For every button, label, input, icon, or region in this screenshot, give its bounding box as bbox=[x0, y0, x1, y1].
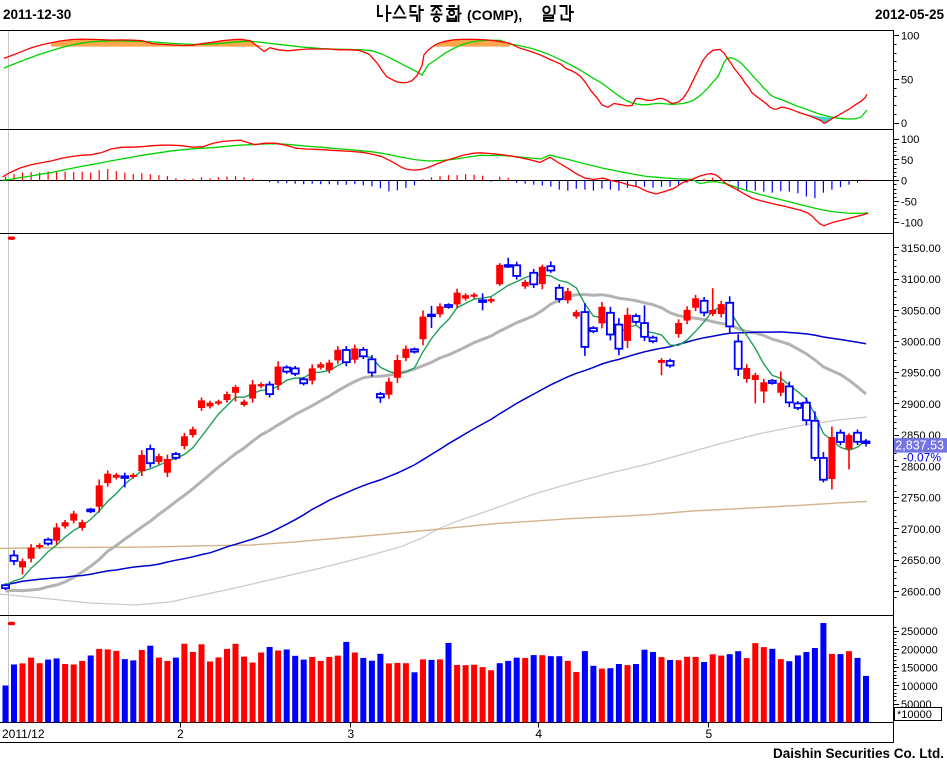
svg-text:3100.00: 3100.00 bbox=[901, 274, 941, 286]
svg-text:2650.00: 2650.00 bbox=[901, 555, 941, 567]
svg-text:100: 100 bbox=[901, 31, 919, 43]
svg-text:3050.00: 3050.00 bbox=[901, 305, 941, 317]
svg-text:2012-05-25: 2012-05-25 bbox=[875, 7, 945, 22]
svg-text:2950.00: 2950.00 bbox=[901, 368, 941, 380]
svg-text:-50: -50 bbox=[901, 197, 917, 209]
svg-text:50: 50 bbox=[901, 155, 913, 167]
svg-text:3: 3 bbox=[348, 727, 355, 741]
svg-text:150000: 150000 bbox=[901, 663, 938, 675]
svg-text:100: 100 bbox=[901, 134, 919, 146]
svg-text:Daishin Securities Co. Ltd.: Daishin Securities Co. Ltd. bbox=[773, 746, 944, 761]
svg-text:0: 0 bbox=[901, 118, 907, 130]
svg-text:2: 2 bbox=[177, 727, 184, 741]
svg-text:-0.07%: -0.07% bbox=[903, 451, 941, 465]
svg-text:-100: -100 bbox=[901, 217, 923, 229]
svg-text:4: 4 bbox=[535, 727, 542, 741]
svg-text:2600.00: 2600.00 bbox=[901, 586, 941, 598]
svg-text:3000.00: 3000.00 bbox=[901, 337, 941, 349]
svg-text:2,837.53: 2,837.53 bbox=[895, 439, 944, 453]
svg-text:0: 0 bbox=[901, 176, 907, 188]
svg-text:2011/12: 2011/12 bbox=[2, 727, 45, 741]
svg-text:2750.00: 2750.00 bbox=[901, 493, 941, 505]
svg-text:250000: 250000 bbox=[901, 626, 938, 638]
svg-text:2900.00: 2900.00 bbox=[901, 399, 941, 411]
svg-text:2011-12-30: 2011-12-30 bbox=[3, 7, 71, 22]
svg-text:*10000: *10000 bbox=[897, 709, 932, 721]
svg-text:100000: 100000 bbox=[901, 681, 938, 693]
svg-text:(COMP),: (COMP), bbox=[467, 7, 522, 23]
svg-text:5: 5 bbox=[706, 727, 713, 741]
svg-text:2700.00: 2700.00 bbox=[901, 524, 941, 536]
svg-text:3150.00: 3150.00 bbox=[901, 243, 941, 255]
svg-text:2800.00: 2800.00 bbox=[901, 461, 941, 473]
svg-text:50: 50 bbox=[901, 74, 913, 86]
svg-text:200000: 200000 bbox=[901, 645, 938, 657]
